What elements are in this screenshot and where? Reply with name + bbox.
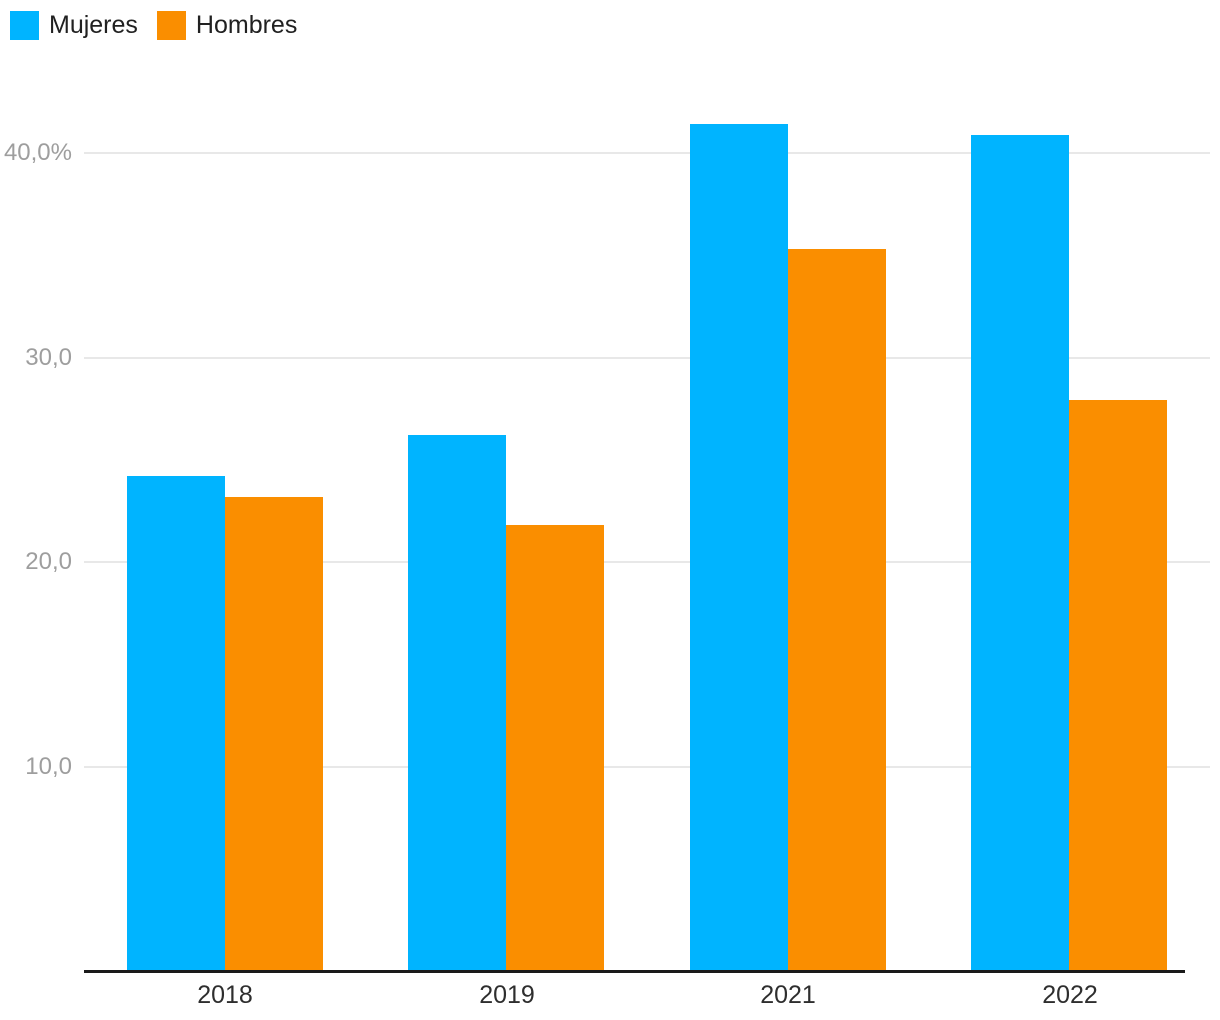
x-axis-label-2019: 2019 bbox=[479, 981, 535, 1009]
legend-label-hombres: Hombres bbox=[195, 11, 298, 39]
bar-hombres-2022[interactable] bbox=[1069, 400, 1167, 971]
bar-hombres-2021[interactable] bbox=[788, 249, 886, 971]
legend-item-mujeres[interactable]: Mujeres bbox=[10, 11, 138, 40]
x-axis-line bbox=[84, 970, 1185, 973]
gridline-20 bbox=[84, 561, 1210, 563]
legend-item-hombres[interactable]: Hombres bbox=[156, 11, 298, 40]
legend-swatch-hombres bbox=[156, 11, 186, 40]
gridline-10 bbox=[84, 766, 1210, 768]
gridline-40 bbox=[84, 152, 1210, 154]
y-axis-tick-30: 30,0 bbox=[25, 344, 72, 371]
legend-swatch-mujeres bbox=[10, 11, 39, 40]
legend-label-mujeres: Mujeres bbox=[49, 11, 138, 39]
x-axis-label-2022: 2022 bbox=[1042, 981, 1098, 1009]
x-axis-label-2021: 2021 bbox=[760, 981, 816, 1009]
bar-hombres-2018[interactable] bbox=[225, 497, 323, 971]
legend: Mujeres Hombres bbox=[10, 11, 297, 40]
bar-mujeres-2021[interactable] bbox=[690, 124, 788, 971]
bar-hombres-2019[interactable] bbox=[506, 525, 604, 971]
bar-mujeres-2018[interactable] bbox=[127, 476, 225, 971]
bar-mujeres-2019[interactable] bbox=[408, 435, 506, 971]
x-axis-label-2018: 2018 bbox=[197, 981, 253, 1009]
y-axis-tick-40: 40,0% bbox=[3, 139, 72, 166]
bar-mujeres-2022[interactable] bbox=[971, 135, 1069, 971]
gridline-30 bbox=[84, 357, 1210, 359]
y-axis-tick-10: 10,0 bbox=[25, 753, 72, 780]
y-axis-tick-20: 20,0 bbox=[25, 548, 72, 575]
